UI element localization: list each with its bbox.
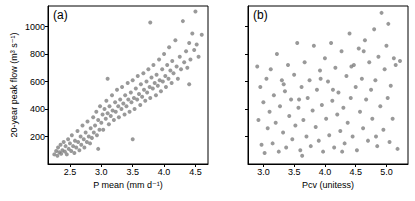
svg-text:3.0: 3.0 bbox=[95, 167, 108, 177]
svg-text:(a): (a) bbox=[53, 8, 68, 22]
svg-text:4.0: 4.0 bbox=[158, 167, 171, 177]
svg-text:400: 400 bbox=[30, 104, 45, 114]
svg-text:1000: 1000 bbox=[25, 22, 45, 32]
svg-text:2.5: 2.5 bbox=[64, 167, 77, 177]
svg-text:3.5: 3.5 bbox=[288, 167, 301, 177]
svg-text:4.5: 4.5 bbox=[189, 167, 202, 177]
svg-text:3.0: 3.0 bbox=[257, 167, 270, 177]
svg-text:800: 800 bbox=[30, 49, 45, 59]
svg-text:P mean (mm d⁻¹): P mean (mm d⁻¹) bbox=[93, 180, 163, 190]
svg-text:3.5: 3.5 bbox=[126, 167, 139, 177]
svg-text:600: 600 bbox=[30, 77, 45, 87]
svg-text:200: 200 bbox=[30, 132, 45, 142]
svg-text:4.0: 4.0 bbox=[319, 167, 332, 177]
svg-text:5.0: 5.0 bbox=[380, 167, 393, 177]
svg-text:Pcv (unitess): Pcv (unitess) bbox=[302, 180, 354, 190]
svg-text:4.5: 4.5 bbox=[349, 167, 362, 177]
svg-text:(b): (b) bbox=[253, 8, 268, 22]
svg-text:20-year peak flow (m³ s⁻¹): 20-year peak flow (m³ s⁻¹) bbox=[9, 33, 19, 138]
